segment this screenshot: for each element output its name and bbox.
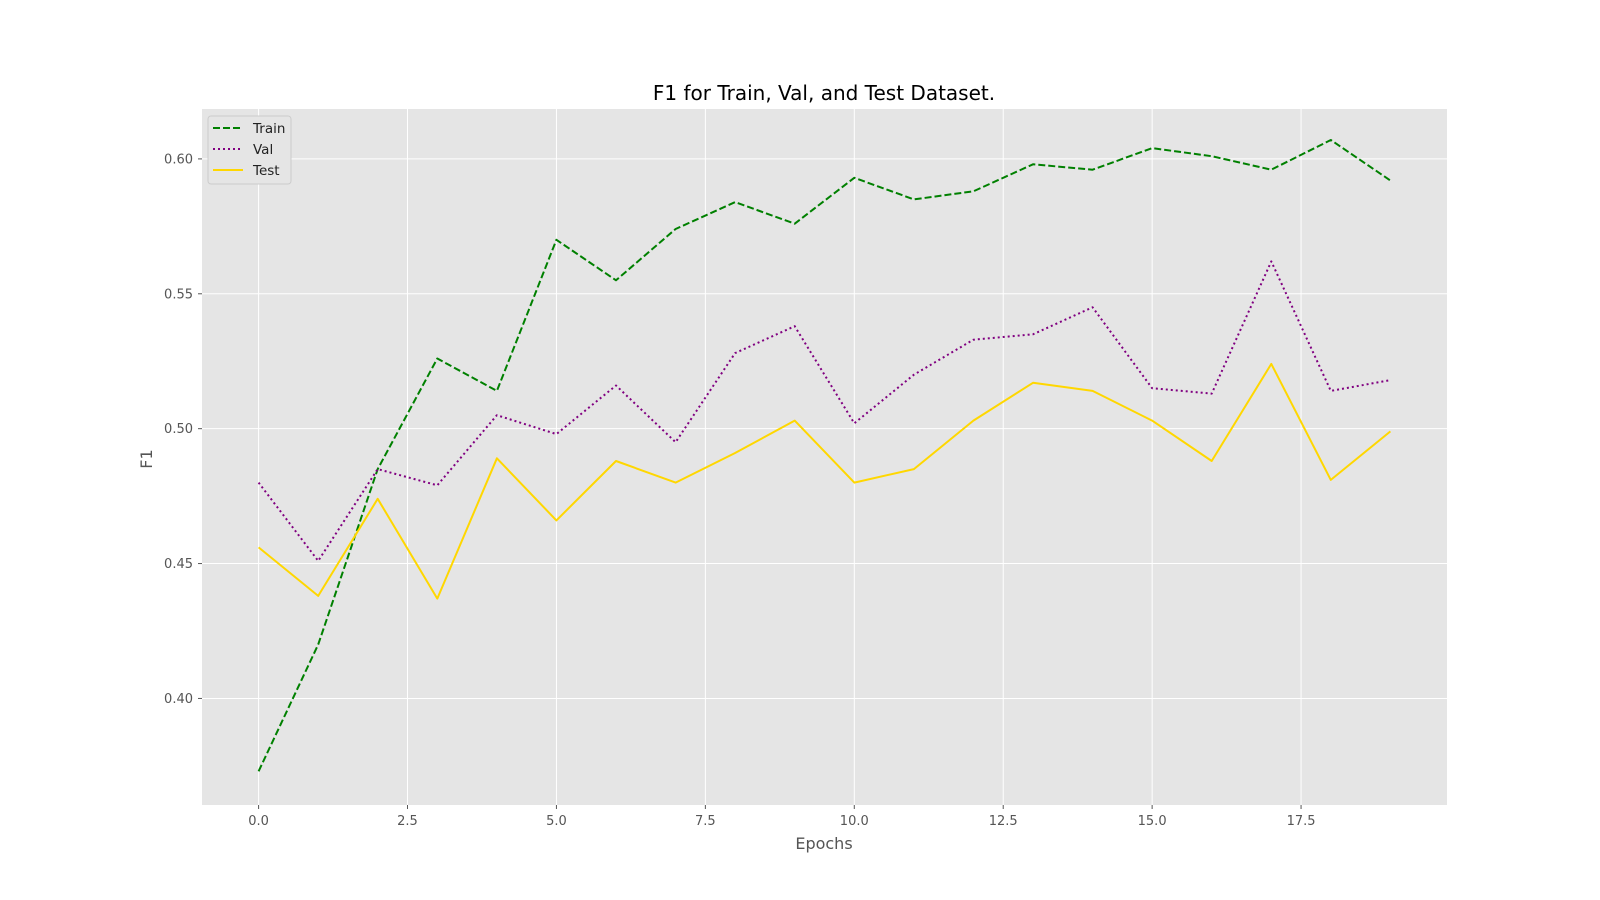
legend-label-train: Train	[252, 121, 285, 137]
x-tick-label: 7.5	[695, 814, 716, 829]
y-tick-label: 0.45	[164, 557, 193, 572]
x-tick-label: 15.0	[1138, 814, 1167, 829]
plot-area	[202, 109, 1447, 805]
legend: Train Val Test	[207, 115, 292, 185]
x-tick-label: 5.0	[546, 814, 567, 829]
legend-box	[207, 115, 292, 185]
gridlines	[202, 109, 1447, 805]
y-tick-label: 0.40	[164, 692, 193, 707]
y-tick-label: 0.55	[164, 287, 193, 302]
x-tick-labels: 0.0 2.5 5.0 7.5 10.0 12.5 15.0 17.5	[248, 805, 1316, 829]
x-tick-label: 2.5	[397, 814, 418, 829]
y-axis-label: F1	[137, 449, 156, 468]
legend-label-val: Val	[253, 142, 273, 158]
x-tick-label: 0.0	[248, 814, 269, 829]
x-axis-label: Epochs	[795, 834, 852, 853]
x-tick-label: 12.5	[989, 814, 1018, 829]
legend-label-test: Test	[252, 163, 280, 179]
series-line-train	[257, 139, 1391, 772]
x-tick-label: 17.5	[1287, 814, 1316, 829]
y-tick-label: 0.50	[164, 422, 193, 437]
chart-title: F1 for Train, Val, and Test Dataset.	[653, 81, 995, 105]
series-lines	[257, 139, 1392, 772]
series-line-test	[257, 362, 1392, 600]
y-tick-label: 0.60	[164, 152, 193, 167]
x-tick-label: 10.0	[840, 814, 869, 829]
y-tick-labels: 0.40 0.45 0.50 0.55 0.60	[164, 152, 202, 707]
series-line-val	[257, 260, 1391, 562]
